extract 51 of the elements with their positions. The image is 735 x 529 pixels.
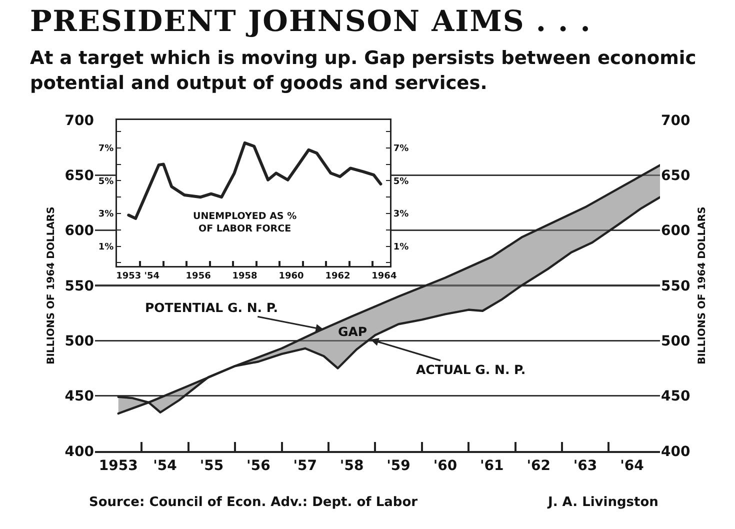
annotation: POTENTIAL G. N. P. [145, 300, 278, 315]
y2-tick-label: 600 [661, 223, 690, 240]
y-axis-title: BILLIONS OF 1964 DOLLARS [46, 206, 57, 364]
y2-tick-label: 700 [661, 112, 690, 129]
x-tick-label: 1964 [372, 271, 397, 282]
y2-tick-label: 400 [661, 444, 690, 460]
y-tick-label: 1% [98, 242, 114, 252]
y2-tick-label: 500 [661, 334, 690, 350]
annotation: ACTUAL G. N. P. [416, 362, 526, 377]
annotation: GAP [338, 324, 368, 339]
x-tick-label: '64 [620, 458, 644, 474]
x-tick-label: '54 [144, 271, 160, 282]
x-tick-label: '54 [153, 458, 178, 474]
x-tick-label: '63 [573, 458, 598, 474]
x-tick-label: '58 [340, 458, 364, 474]
x-tick-label: 1956 [186, 271, 211, 282]
y-tick-label: 400 [64, 444, 94, 460]
x-tick-label: 1958 [232, 271, 258, 282]
x-tick-label: '57 [293, 458, 318, 474]
y-tick-label: 700 [64, 112, 94, 129]
x-tick-label: 1953 [98, 458, 138, 474]
x-tick-label: 1953 [116, 271, 142, 282]
y2-tick-label: 1% [393, 242, 409, 252]
y2-tick-label: 550 [661, 278, 690, 294]
x-tick-label: '55 [200, 458, 224, 474]
y2-tick-label: 3% [393, 210, 409, 220]
x-tick-label: '60 [433, 458, 458, 474]
y2-tick-label: 650 [661, 168, 690, 184]
y-tick-label: 450 [64, 388, 94, 405]
x-tick-label: '56 [246, 458, 270, 474]
x-tick-label: '62 [526, 458, 550, 474]
annotation: UNEMPLOYED AS % OF LABOR FORCE [193, 211, 298, 234]
x-tick-label: '61 [480, 458, 504, 474]
text: J. A. Livingston [547, 495, 658, 510]
y2-tick-label: 5% [393, 176, 409, 187]
y-tick-label: 550 [64, 278, 94, 294]
x-tick-label: 1962 [325, 271, 350, 282]
x-tick-label: '59 [386, 458, 410, 474]
x-tick-label: 1960 [278, 271, 304, 282]
y-tick-label: 600 [64, 223, 94, 240]
y-tick-label: 5% [98, 176, 114, 187]
source-note: Source: Council of Econ. Adv.: Dept. of Labor [89, 495, 418, 510]
y-tick-label: 500 [64, 334, 94, 350]
y-tick-label: 650 [64, 168, 94, 184]
y2-tick-label: 450 [661, 388, 690, 405]
chart-title: PRESIDENT JOHNSON AIMS . . . [30, 4, 592, 38]
y-tick-label: 3% [98, 210, 114, 220]
y2-axis-title: BILLIONS OF 1964 DOLLARS [696, 206, 708, 364]
chart-subtitle: At a target which is moving up. Gap persists between economic potential and output of goods and services. [30, 47, 698, 96]
y2-tick-label: 7% [393, 144, 409, 154]
y-tick-label: 7% [98, 144, 114, 154]
